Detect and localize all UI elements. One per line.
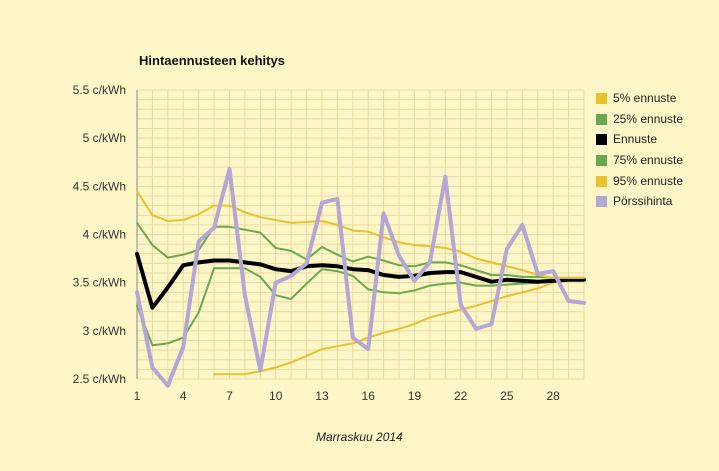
legend-swatch — [596, 134, 607, 146]
y-tick-label: 3 c/kWh — [83, 324, 126, 338]
legend-label: Ennuste — [613, 132, 658, 147]
x-tick-label: 13 — [315, 389, 329, 403]
legend-swatch — [596, 196, 607, 208]
legend-item: 5% ennuste — [596, 88, 683, 109]
x-tick-label: 7 — [226, 389, 233, 403]
x-axis-title: Marraskuu 2014 — [316, 430, 403, 444]
legend-label: 25% ennuste — [613, 111, 684, 126]
x-tick-label: 16 — [362, 389, 376, 403]
legend-item: 95% ennuste — [596, 171, 683, 192]
y-tick-label: 5 c/kWh — [83, 131, 126, 145]
legend-swatch — [596, 113, 607, 125]
legend-label: Pörssihinta — [613, 194, 673, 209]
x-tick-label: 4 — [180, 389, 187, 403]
y-tick-label: 5.5 c/kWh — [73, 83, 126, 97]
series-layer — [135, 167, 586, 388]
series-line-p-rssihinta — [135, 167, 586, 388]
y-tick-label: 3.5 c/kWh — [73, 276, 126, 290]
legend: 5% ennuste 25% ennuste Ennuste 75% ennuste 9… — [596, 88, 683, 212]
grid-layer — [136, 89, 585, 380]
legend-item: Ennuste — [596, 129, 683, 150]
legend-label: 5% ennuste — [613, 91, 677, 105]
x-tick-label: 25 — [500, 389, 514, 403]
y-tick-label: 4.5 c/kWh — [73, 179, 126, 193]
legend-label: 95% ennuste — [613, 173, 684, 188]
x-tick-label: 19 — [408, 389, 422, 403]
chart-title: Hintaennusteen kehitys — [139, 53, 285, 68]
legend-swatch — [596, 92, 607, 104]
legend-swatch — [596, 175, 607, 187]
x-tick-label: 10 — [269, 389, 283, 403]
series-line-ennuste — [135, 251, 586, 310]
x-tick-label: 28 — [546, 389, 560, 403]
legend-label: 75% ennuste — [613, 153, 684, 168]
y-tick-label: 2.5 c/kWh — [73, 372, 126, 386]
x-tick-label: 22 — [454, 389, 468, 403]
series-line-25-ennuste — [136, 267, 585, 347]
series-line-95-ennuste — [136, 190, 585, 279]
legend-item: Pörssihinta — [596, 191, 683, 212]
y-tick-label: 4 c/kWh — [83, 228, 126, 242]
legend-swatch — [596, 154, 607, 166]
series-line-5-ennuste — [213, 278, 585, 376]
legend-item: 25% ennuste — [596, 109, 683, 130]
x-tick-label: 1 — [134, 389, 141, 403]
legend-item: 75% ennuste — [596, 150, 683, 171]
axis-layer: 2.5 c/kWh 3 c/kWh 3.5 c/kWh 4 c/kWh 4.5 c/kW… — [73, 83, 561, 403]
